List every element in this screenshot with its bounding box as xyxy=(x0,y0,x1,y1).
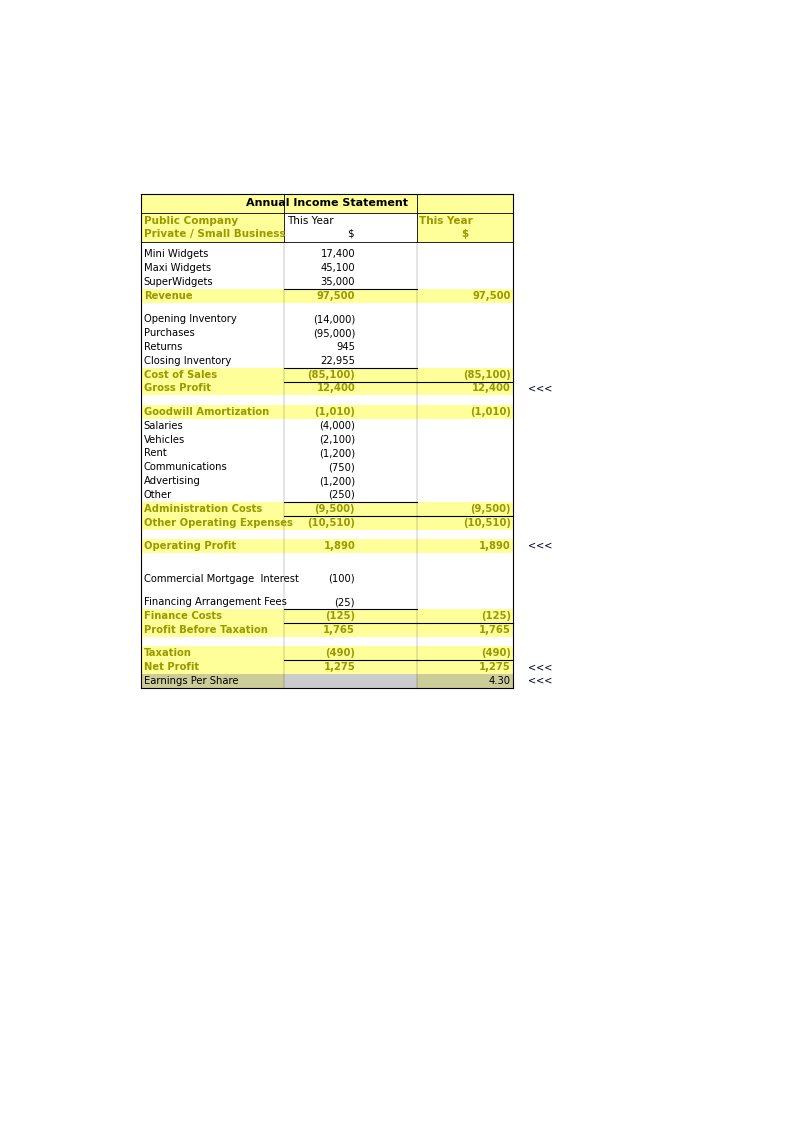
FancyBboxPatch shape xyxy=(142,609,514,623)
Text: (1,200): (1,200) xyxy=(319,477,355,486)
FancyBboxPatch shape xyxy=(142,381,514,396)
FancyBboxPatch shape xyxy=(142,646,514,660)
FancyBboxPatch shape xyxy=(142,193,514,212)
Text: (10,510): (10,510) xyxy=(463,518,511,527)
FancyBboxPatch shape xyxy=(142,660,514,674)
Text: 97,500: 97,500 xyxy=(472,291,511,301)
Text: Maxi Widgets: Maxi Widgets xyxy=(144,263,211,273)
FancyBboxPatch shape xyxy=(142,540,514,553)
Text: Private / Small Business: Private / Small Business xyxy=(144,229,285,239)
Text: Finance Costs: Finance Costs xyxy=(144,611,222,622)
Text: (750): (750) xyxy=(328,462,355,472)
FancyBboxPatch shape xyxy=(142,501,514,516)
FancyBboxPatch shape xyxy=(142,623,514,637)
Text: (1,200): (1,200) xyxy=(319,448,355,459)
Text: 22,955: 22,955 xyxy=(320,356,355,365)
Text: Financing Arrangement Fees: Financing Arrangement Fees xyxy=(144,597,287,607)
Text: Communications: Communications xyxy=(144,462,227,472)
Text: Rent: Rent xyxy=(144,448,166,459)
Text: (490): (490) xyxy=(325,649,355,659)
Text: 97,500: 97,500 xyxy=(316,291,355,301)
Text: (2,100): (2,100) xyxy=(319,435,355,444)
FancyBboxPatch shape xyxy=(417,674,514,688)
Text: Mini Widgets: Mini Widgets xyxy=(144,250,208,260)
Text: 4.30: 4.30 xyxy=(489,676,511,686)
Text: SuperWidgets: SuperWidgets xyxy=(144,277,213,287)
FancyBboxPatch shape xyxy=(142,405,514,419)
Text: 12,400: 12,400 xyxy=(316,383,355,393)
Text: Other: Other xyxy=(144,490,172,500)
Text: Opening Inventory: Opening Inventory xyxy=(144,315,236,324)
Text: Net Profit: Net Profit xyxy=(144,662,199,672)
Text: <<<: <<< xyxy=(528,383,552,393)
Text: (100): (100) xyxy=(328,574,355,583)
Text: (490): (490) xyxy=(481,649,511,659)
Text: (95,000): (95,000) xyxy=(312,328,355,338)
Text: 945: 945 xyxy=(336,342,355,352)
FancyBboxPatch shape xyxy=(142,516,514,529)
Text: (1,010): (1,010) xyxy=(470,407,511,417)
Text: $: $ xyxy=(461,229,469,239)
Text: (1,010): (1,010) xyxy=(314,407,355,417)
Text: (25): (25) xyxy=(335,597,355,607)
Text: Advertising: Advertising xyxy=(144,477,200,486)
Text: (125): (125) xyxy=(481,611,511,622)
Text: Purchases: Purchases xyxy=(144,328,195,338)
Text: Profit Before Taxation: Profit Before Taxation xyxy=(144,625,268,635)
Text: This Year: This Year xyxy=(287,216,333,226)
Text: (85,100): (85,100) xyxy=(463,370,511,380)
Text: (9,500): (9,500) xyxy=(315,504,355,514)
Text: <<<: <<< xyxy=(528,541,552,551)
Text: Gross Profit: Gross Profit xyxy=(144,383,211,393)
Text: Closing Inventory: Closing Inventory xyxy=(144,356,231,365)
Text: 1,765: 1,765 xyxy=(324,625,355,635)
Text: Taxation: Taxation xyxy=(144,649,192,659)
Text: (10,510): (10,510) xyxy=(307,518,355,527)
Text: (9,500): (9,500) xyxy=(471,504,511,514)
Text: 1,275: 1,275 xyxy=(324,662,355,672)
Text: Administration Costs: Administration Costs xyxy=(144,504,262,514)
Text: Salaries: Salaries xyxy=(144,420,184,430)
Text: Returns: Returns xyxy=(144,342,182,352)
Text: Earnings Per Share: Earnings Per Share xyxy=(144,676,238,686)
Text: (85,100): (85,100) xyxy=(308,370,355,380)
FancyBboxPatch shape xyxy=(417,212,514,242)
Text: (250): (250) xyxy=(328,490,355,500)
FancyBboxPatch shape xyxy=(142,368,514,381)
Text: 17,400: 17,400 xyxy=(320,250,355,260)
Text: 1,890: 1,890 xyxy=(324,541,355,551)
Text: Other Operating Expenses: Other Operating Expenses xyxy=(144,518,293,527)
Text: This Year: This Year xyxy=(419,216,473,226)
Text: Vehicles: Vehicles xyxy=(144,435,185,444)
Text: (4,000): (4,000) xyxy=(319,420,355,430)
Text: Operating Profit: Operating Profit xyxy=(144,541,236,551)
Text: 35,000: 35,000 xyxy=(320,277,355,287)
Text: 1,765: 1,765 xyxy=(479,625,511,635)
Text: 45,100: 45,100 xyxy=(320,263,355,273)
Text: Goodwill Amortization: Goodwill Amortization xyxy=(144,407,269,417)
Text: <<<: <<< xyxy=(528,662,552,672)
Text: 1,890: 1,890 xyxy=(479,541,511,551)
FancyBboxPatch shape xyxy=(284,212,417,242)
Text: Annual Income Statement: Annual Income Statement xyxy=(246,198,409,208)
Text: $: $ xyxy=(347,229,354,239)
Text: (125): (125) xyxy=(325,611,355,622)
Text: Commercial Mortgage  Interest: Commercial Mortgage Interest xyxy=(144,574,299,583)
Text: Cost of Sales: Cost of Sales xyxy=(144,370,217,380)
Text: 12,400: 12,400 xyxy=(472,383,511,393)
FancyBboxPatch shape xyxy=(142,212,284,242)
Text: 1,275: 1,275 xyxy=(479,662,511,672)
Text: Revenue: Revenue xyxy=(144,291,192,301)
FancyBboxPatch shape xyxy=(142,674,284,688)
Text: <<<: <<< xyxy=(528,676,552,686)
Text: (14,000): (14,000) xyxy=(312,315,355,324)
FancyBboxPatch shape xyxy=(142,289,514,302)
FancyBboxPatch shape xyxy=(284,674,417,688)
Text: Public Company: Public Company xyxy=(144,216,238,226)
